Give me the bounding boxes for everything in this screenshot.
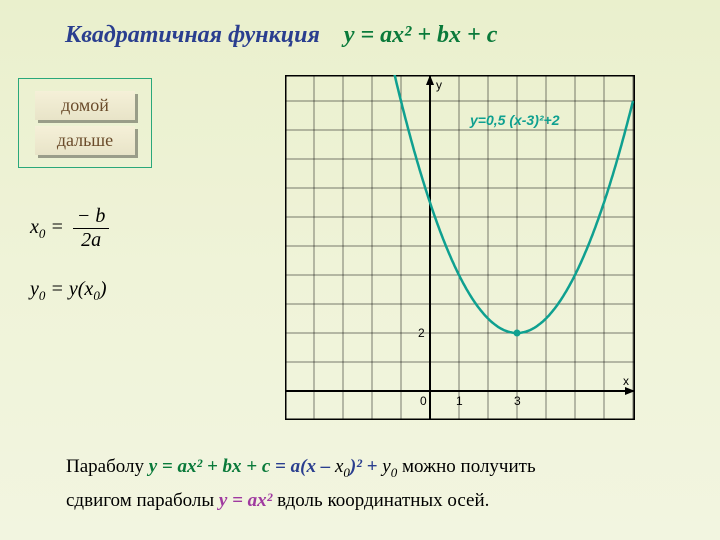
chart-axes (285, 75, 635, 420)
chart-border (286, 76, 635, 420)
x-axis-label: x (623, 374, 629, 388)
description-text: Параболу у = ах² + bх + c = а(х – x0)² +… (66, 450, 680, 518)
formula-y0: y0 = y(x0) (30, 278, 109, 304)
formulas-block: x0 = − b 2a y0 = y(x0) (30, 205, 109, 304)
formula-x0: x0 = − b 2a (30, 205, 109, 252)
button-panel: домой дальше (18, 78, 152, 168)
title-equation: у = ах² + bх + c (344, 22, 498, 48)
vertex-dot (514, 330, 521, 337)
chart-grid (285, 75, 635, 420)
x-tick-1: 1 (456, 394, 463, 408)
title-label: Квадратичная функция (65, 22, 320, 48)
origin-label: 0 (420, 394, 427, 408)
page-title: Квадратичная функция у = ах² + bх + c (65, 22, 497, 49)
home-button[interactable]: домой (35, 91, 135, 120)
x-tick-3: 3 (514, 394, 521, 408)
curve-label: y=0,5 (x-3)²+2 (469, 112, 560, 128)
y-axis-label: y (436, 78, 442, 92)
chart-svg: y=0,5 (x-3)²+2 y x 0 1 3 2 (285, 75, 635, 420)
y-tick-2: 2 (418, 326, 425, 340)
next-button[interactable]: дальше (35, 126, 135, 155)
